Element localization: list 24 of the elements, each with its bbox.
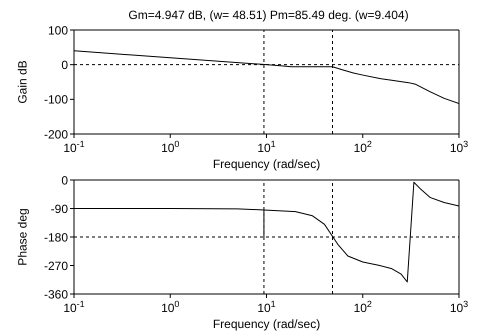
x-tick-label: 10$^{2}$ (354, 299, 372, 315)
x-axis-title: Frequency (rad/sec) (212, 157, 320, 171)
y-tick-label: -360 (44, 287, 68, 302)
y-tick-label: -100 (44, 92, 68, 107)
y-tick-label: -270 (44, 258, 68, 273)
x-tick-label: 10$^{0}$ (161, 299, 180, 315)
x-tick-label: 10$^{0}$ (161, 139, 180, 155)
x-tick-label: 10$^{2}$ (354, 139, 372, 155)
x-tick-label: 10$^{1}$ (257, 299, 276, 315)
y-tick-label: -200 (44, 127, 68, 142)
x-tick-label: 10$^{1}$ (257, 139, 276, 155)
x-tick-label: 10$^{3}$ (450, 139, 468, 155)
y-tick-label: 0 (61, 173, 68, 188)
y-tick-label: -90 (50, 202, 68, 216)
y-tick-label: 0 (61, 58, 68, 72)
x-tick-label: 10$^{-1}$ (63, 299, 85, 315)
x-tick-label: 10$^{-1}$ (63, 139, 85, 155)
y-axis-title: Gain dB (15, 60, 30, 104)
y-tick-label: -180 (44, 230, 68, 244)
x-tick-label: 10$^{3}$ (450, 299, 468, 315)
y-tick-label: 100 (48, 23, 68, 38)
x-axis-title: Frequency (rad/sec) (212, 317, 320, 331)
y-axis-title: Phase deg (15, 208, 30, 266)
chart-title: Gm=4.947 dB, (w= 48.51) Pm=85.49 deg. (w=9.404) (127, 8, 410, 22)
